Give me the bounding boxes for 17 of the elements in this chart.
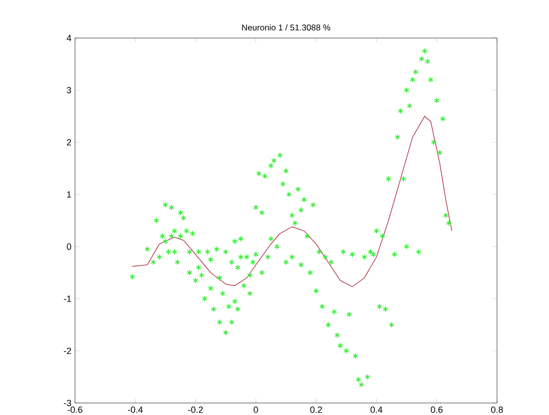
y-tick-label: 1 [67,191,72,198]
y-tick-label: 4 [66,34,72,42]
y-tick-label: 3 [66,86,72,94]
y-tick-label: -3 [64,400,72,406]
y-tick-label: -1 [64,296,72,302]
x-tick-label: 0.4 [370,406,382,413]
x-tick-label: -0.6 [68,406,82,413]
x-tick-label: -0.2 [188,406,203,413]
x-tick-label: 0.2 [310,406,322,413]
x-tick-label: 0.6 [430,406,443,413]
x-tick-label: 0.8 [491,406,503,413]
x-tick-label: 0 [254,406,258,413]
y-tick-label: -2 [64,348,72,354]
x-tick-label: -0.4 [128,406,143,413]
y-tick-label: 0 [66,243,72,250]
chart-title: Neuronio 1 / 51.3088 % [242,24,330,30]
y-tick-label: 2 [66,139,72,146]
